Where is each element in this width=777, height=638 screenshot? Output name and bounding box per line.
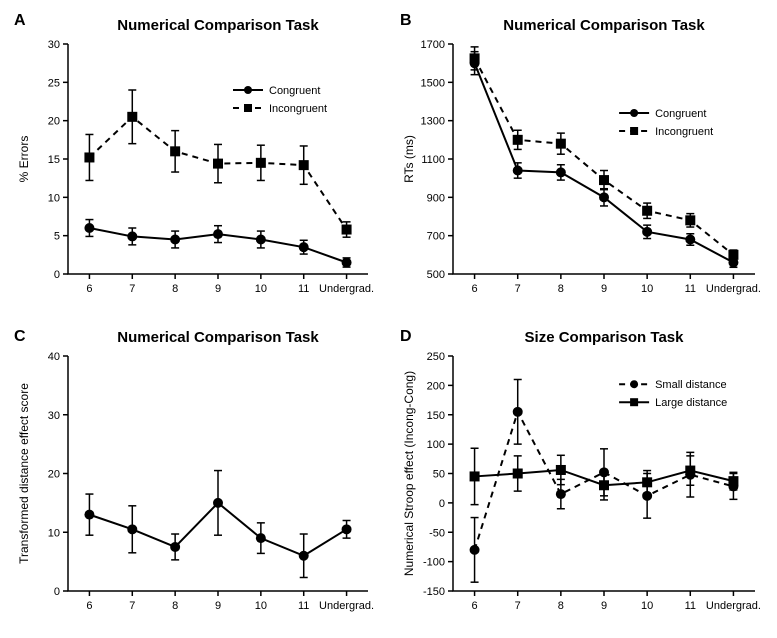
svg-text:10: 10 bbox=[48, 527, 60, 539]
svg-text:900: 900 bbox=[427, 192, 445, 204]
svg-text:11: 11 bbox=[298, 283, 309, 295]
svg-text:20: 20 bbox=[48, 469, 60, 481]
svg-text:Undergrad.: Undergrad. bbox=[319, 600, 374, 612]
chart-b: Numerical Comparison Task 500 700 900 1100 13… bbox=[395, 10, 767, 310]
svg-text:8: 8 bbox=[172, 283, 178, 295]
svg-text:9: 9 bbox=[601, 600, 607, 612]
svg-text:Incongruent: Incongruent bbox=[655, 126, 713, 138]
svg-text:1700: 1700 bbox=[421, 39, 445, 51]
svg-text:500: 500 bbox=[427, 269, 445, 281]
svg-text:Incongruent: Incongruent bbox=[269, 103, 327, 115]
svg-text:11: 11 bbox=[298, 600, 309, 612]
panel-b: Numerical Comparison Task 500 700 900 1100 13… bbox=[395, 10, 767, 310]
svg-text:Numerical Stroop effect (Incon: Numerical Stroop effect (Incong-Cong) bbox=[402, 371, 416, 576]
svg-text:1500: 1500 bbox=[421, 77, 445, 89]
svg-text:10: 10 bbox=[255, 283, 267, 295]
svg-text:15: 15 bbox=[48, 154, 60, 166]
svg-text:0: 0 bbox=[54, 269, 60, 281]
svg-text:7: 7 bbox=[515, 600, 521, 612]
svg-text:0: 0 bbox=[54, 586, 60, 598]
svg-text:Numerical Comparison Task: Numerical Comparison Task bbox=[117, 17, 319, 34]
svg-text:Numerical Comparison Task: Numerical Comparison Task bbox=[503, 17, 705, 34]
svg-text:-50: -50 bbox=[429, 527, 445, 539]
svg-text:-150: -150 bbox=[423, 586, 445, 598]
svg-text:1100: 1100 bbox=[421, 154, 445, 166]
svg-text:7: 7 bbox=[129, 600, 135, 612]
svg-text:7: 7 bbox=[129, 283, 135, 295]
panel-a: Numerical Comparison Task 0 5 10 15 20 25 30 % E… bbox=[10, 10, 380, 310]
panel-d: Size Comparison Task -150 -100 -50 0 50 100 150… bbox=[395, 322, 767, 627]
svg-text:Size Comparison Task: Size Comparison Task bbox=[525, 329, 685, 346]
svg-text:% Errors: % Errors bbox=[17, 136, 31, 183]
svg-text:7: 7 bbox=[515, 283, 521, 295]
chart-c: Numerical Comparison Task 0 10 20 30 40 Transf… bbox=[10, 322, 380, 627]
svg-text:30: 30 bbox=[48, 410, 60, 422]
figure-page: A B C D Numerical Comparison Task0510152… bbox=[0, 0, 777, 638]
svg-text:0: 0 bbox=[439, 498, 445, 510]
svg-text:Congruent: Congruent bbox=[655, 108, 706, 120]
svg-text:8: 8 bbox=[558, 283, 564, 295]
svg-text:20: 20 bbox=[48, 116, 60, 128]
svg-text:200: 200 bbox=[427, 380, 445, 392]
svg-text:6: 6 bbox=[86, 600, 92, 612]
svg-text:9: 9 bbox=[215, 600, 221, 612]
svg-text:25: 25 bbox=[48, 77, 60, 89]
svg-text:8: 8 bbox=[172, 600, 178, 612]
svg-text:9: 9 bbox=[215, 283, 221, 295]
svg-text:Undergrad.: Undergrad. bbox=[706, 600, 761, 612]
svg-text:RTs (ms): RTs (ms) bbox=[402, 135, 416, 183]
svg-text:Large distance: Large distance bbox=[655, 397, 727, 409]
svg-text:8: 8 bbox=[558, 600, 564, 612]
svg-text:10: 10 bbox=[641, 600, 653, 612]
svg-text:11: 11 bbox=[685, 283, 696, 295]
svg-text:1300: 1300 bbox=[421, 116, 445, 128]
svg-text:40: 40 bbox=[48, 351, 60, 363]
svg-text:150: 150 bbox=[427, 410, 445, 422]
svg-text:250: 250 bbox=[427, 351, 445, 363]
svg-text:Undergrad.: Undergrad. bbox=[319, 283, 374, 295]
svg-text:Transformed distance effect sc: Transformed distance effect score bbox=[17, 383, 31, 564]
svg-text:Undergrad.: Undergrad. bbox=[706, 283, 761, 295]
svg-text:9: 9 bbox=[601, 283, 607, 295]
svg-text:30: 30 bbox=[48, 39, 60, 51]
panel-c: Numerical Comparison Task 0 10 20 30 40 Transf… bbox=[10, 322, 380, 627]
chart-a: Numerical Comparison Task 0 5 10 15 20 25 30 % E… bbox=[10, 10, 380, 310]
chart-d: Size Comparison Task -150 -100 -50 0 50 100 150… bbox=[395, 322, 767, 627]
svg-text:6: 6 bbox=[472, 283, 478, 295]
svg-text:Numerical Comparison Task: Numerical Comparison Task bbox=[117, 329, 319, 346]
svg-text:6: 6 bbox=[472, 600, 478, 612]
svg-text:-100: -100 bbox=[423, 557, 445, 569]
svg-text:11: 11 bbox=[685, 600, 696, 612]
svg-text:10: 10 bbox=[255, 600, 267, 612]
svg-text:Congruent: Congruent bbox=[269, 85, 320, 97]
svg-text:Small distance: Small distance bbox=[655, 379, 727, 391]
svg-text:10: 10 bbox=[48, 192, 60, 204]
svg-text:50: 50 bbox=[433, 469, 445, 481]
svg-text:10: 10 bbox=[641, 283, 653, 295]
svg-text:5: 5 bbox=[54, 231, 60, 243]
svg-text:6: 6 bbox=[86, 283, 92, 295]
svg-text:100: 100 bbox=[427, 439, 445, 451]
svg-text:700: 700 bbox=[427, 231, 445, 243]
